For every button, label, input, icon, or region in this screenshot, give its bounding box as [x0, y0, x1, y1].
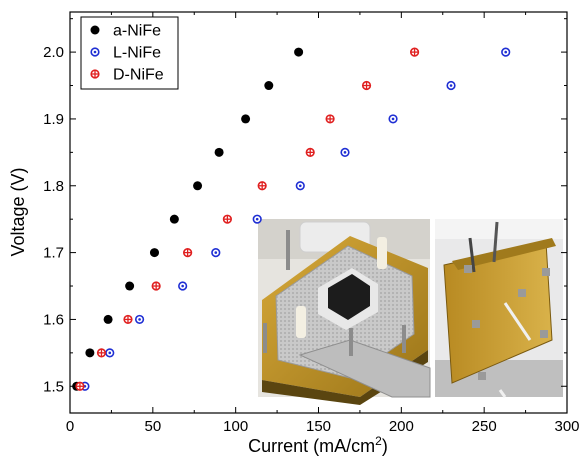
y-axis-ticks: 1.5 1.6 1.7 1.8 1.9 2.0 [43, 18, 567, 395]
data-point [96, 348, 107, 358]
x-axis-ticks: 0 50 100 150 200 250 300 [66, 12, 580, 435]
data-point [75, 381, 85, 391]
x-tick-label: 100 [223, 418, 248, 435]
legend-label-a-nife: a-NiFe [113, 23, 161, 40]
data-point [211, 248, 221, 258]
data-point [193, 181, 203, 191]
data-point [134, 314, 145, 325]
data-point [105, 348, 115, 358]
data-point [257, 181, 267, 191]
cell-side-view-photo [435, 219, 563, 398]
data-point [295, 181, 305, 191]
x-axis-title: Current (mA/cm2) [248, 434, 388, 456]
series-d-nife [75, 47, 420, 391]
data-point [252, 214, 262, 224]
y-tick-label: 1.7 [43, 245, 64, 262]
x-tick-label: 250 [472, 418, 497, 435]
legend-marker-a-nife [90, 25, 100, 35]
y-axis-title: Voltage (V) [8, 167, 28, 256]
data-point [409, 47, 420, 57]
data-point [125, 281, 135, 291]
legend-marker-l-nife [90, 47, 100, 57]
data-point [340, 147, 350, 157]
data-point [361, 80, 372, 91]
data-point [388, 114, 398, 124]
legend: a-NiFe L-NiFe D-NiFe [80, 16, 179, 90]
data-point [325, 114, 335, 124]
legend-marker-d-nife [90, 69, 100, 79]
data-point [305, 147, 315, 157]
data-point [264, 81, 274, 91]
y-tick-label: 1.6 [43, 311, 64, 328]
y-tick-label: 1.9 [43, 111, 64, 128]
legend-label-d-nife: D-NiFe [113, 67, 164, 84]
x-tick-label: 300 [554, 418, 579, 435]
y-tick-label: 1.5 [43, 378, 64, 395]
data-point [501, 47, 511, 57]
x-tick-label: 150 [306, 418, 331, 435]
data-point [446, 80, 456, 91]
x-tick-label: 200 [389, 418, 414, 435]
data-point [85, 348, 95, 358]
data-point [214, 147, 224, 157]
data-point [169, 214, 179, 224]
data-point [151, 281, 161, 291]
data-point [222, 214, 232, 224]
data-point [183, 248, 193, 258]
x-tick-label: 0 [66, 418, 74, 435]
data-point [294, 47, 304, 57]
y-tick-label: 2.0 [43, 44, 64, 61]
inset-photos [258, 219, 563, 405]
x-tick-label: 50 [144, 418, 161, 435]
cell-top-view-photo [258, 219, 431, 405]
data-point [149, 248, 159, 258]
data-point [123, 314, 133, 325]
legend-label-l-nife: L-NiFe [113, 45, 161, 62]
y-tick-label: 1.8 [43, 178, 64, 195]
data-point [103, 314, 113, 324]
data-series [72, 47, 511, 391]
data-point [241, 114, 251, 124]
data-point [178, 281, 188, 291]
